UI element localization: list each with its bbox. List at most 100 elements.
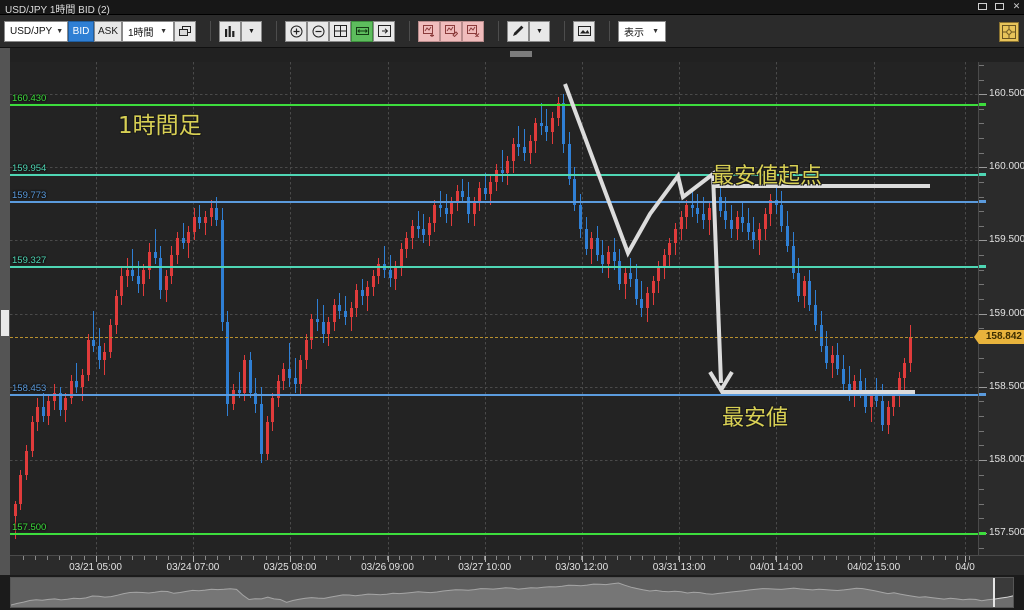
time-axis[interactable]: 03/21 05:00 03/24 07:00 03/25 08:00 03/26 0…	[10, 555, 1024, 575]
add-indicator-button[interactable]	[418, 20, 440, 42]
timeframe-select[interactable]: 1時間 ▼	[122, 20, 174, 42]
overview-selection-handle[interactable]	[992, 578, 995, 607]
candle-body	[64, 398, 68, 411]
candle-body	[853, 380, 857, 396]
time-axis-tick	[860, 556, 861, 560]
price-axis-tick	[979, 548, 984, 549]
chart-type-dropdown[interactable]: ▼	[241, 20, 262, 42]
candle-body	[170, 255, 174, 276]
candle-body	[803, 281, 807, 297]
fit-grid-button[interactable]	[329, 20, 351, 42]
candle-body	[758, 228, 762, 241]
restore-icon[interactable]	[977, 1, 988, 11]
candle-body	[450, 202, 454, 215]
price-level-line[interactable]	[10, 200, 978, 203]
fit-width-button[interactable]	[351, 20, 373, 42]
candle-body	[137, 275, 141, 285]
compare-charts-button[interactable]	[174, 20, 196, 42]
snapshot-button[interactable]	[573, 20, 595, 42]
price-level-line[interactable]	[10, 393, 978, 396]
display-menu-button[interactable]: 表示 ▼	[618, 20, 666, 42]
price-level-line[interactable]	[10, 533, 978, 536]
candle-body	[445, 208, 449, 215]
price-level-line[interactable]	[10, 104, 978, 107]
time-axis-tick	[921, 556, 922, 560]
candle-body	[635, 278, 639, 299]
time-axis-tick	[23, 556, 24, 560]
time-gridline	[679, 62, 681, 555]
minimize-icon[interactable]	[994, 1, 1005, 11]
time-axis-tick	[84, 556, 85, 560]
candle-body	[249, 360, 253, 393]
price-axis-label: 157.500	[989, 527, 1024, 539]
grid-layout-button[interactable]	[999, 22, 1019, 42]
time-axis-tick	[326, 556, 327, 560]
time-axis-tick	[824, 556, 825, 560]
time-axis-tick	[532, 556, 533, 560]
chart-text-annotation[interactable]: 1時間足	[118, 113, 202, 139]
chevron-down-icon: ▼	[56, 27, 64, 35]
ask-button[interactable]: ASK	[94, 20, 122, 42]
draw-tool-dropdown[interactable]: ▼	[529, 20, 550, 42]
vertical-scrollbar[interactable]	[0, 48, 10, 575]
candle-body	[316, 319, 320, 323]
zoom-in-button[interactable]	[285, 20, 307, 42]
symbol-select[interactable]: USD/JPY ▼	[4, 20, 68, 42]
candle-body	[529, 140, 533, 153]
chart-text-annotation[interactable]: 最安値起点	[712, 164, 823, 189]
edit-indicator-button[interactable]	[440, 20, 462, 42]
candle-body	[299, 360, 303, 384]
candle-body	[204, 217, 208, 223]
chart-text-annotation[interactable]: 最安値	[722, 406, 789, 431]
scroll-right-button[interactable]	[373, 20, 395, 42]
horizontal-scrollbar-thumb[interactable]	[510, 51, 532, 57]
candle-body	[31, 421, 35, 452]
candle-wick	[502, 149, 503, 182]
zoom-out-button[interactable]	[307, 20, 329, 42]
candle-wick	[876, 377, 877, 408]
price-axis-tick	[979, 94, 987, 95]
price-axis-tick	[979, 65, 984, 66]
price-axis[interactable]: 160.500 160.000 159.500 159.000 158.500 158.0…	[974, 62, 1024, 555]
price-level-label: 158.453	[12, 382, 47, 394]
time-gridline	[95, 62, 97, 555]
horizontal-scrollbar[interactable]	[10, 48, 1024, 62]
price-axis-level-marker	[979, 199, 986, 203]
price-gridline	[10, 167, 978, 169]
candle-body	[305, 339, 309, 361]
candle-body	[182, 237, 186, 244]
candle-body	[736, 217, 740, 229]
delete-indicator-button[interactable]	[462, 20, 484, 42]
vertical-scrollbar-thumb[interactable]	[1, 310, 9, 336]
time-axis-tick	[787, 556, 788, 560]
price-axis-label: 158.000	[989, 453, 1024, 465]
candle-body	[70, 380, 74, 399]
bid-button[interactable]: BID	[68, 20, 94, 42]
time-axis-tick	[241, 556, 242, 560]
candle-body	[590, 237, 594, 250]
close-icon[interactable]: ✕	[1012, 0, 1021, 11]
candle-body	[814, 304, 818, 326]
candle-body	[730, 219, 734, 229]
candle-body	[350, 307, 354, 317]
time-axis-tick	[423, 556, 424, 560]
time-axis-tick	[776, 556, 777, 562]
candle-body	[109, 325, 113, 352]
price-level-line[interactable]	[10, 265, 978, 268]
price-axis-tick	[979, 504, 984, 505]
overview-miniature[interactable]	[10, 577, 1014, 608]
time-axis-tick	[714, 556, 715, 560]
price-level-label: 157.500	[12, 522, 47, 534]
candle-wick	[367, 281, 368, 311]
candle-body	[131, 269, 135, 276]
candle-body	[433, 205, 437, 223]
chart-type-button[interactable]	[219, 20, 241, 42]
time-axis-tick	[836, 556, 837, 560]
draw-tool-button[interactable]	[507, 20, 529, 42]
overview-selection[interactable]	[11, 578, 993, 607]
candlestick-plot[interactable]: 160.430 159.954 159.773 159.327 158.453 157.5…	[10, 62, 978, 555]
price-level-line[interactable]	[10, 174, 978, 177]
delete-indicator-icon	[466, 25, 480, 37]
time-axis-label: 03/25 08:00	[263, 562, 317, 573]
price-axis-tick	[979, 460, 987, 461]
